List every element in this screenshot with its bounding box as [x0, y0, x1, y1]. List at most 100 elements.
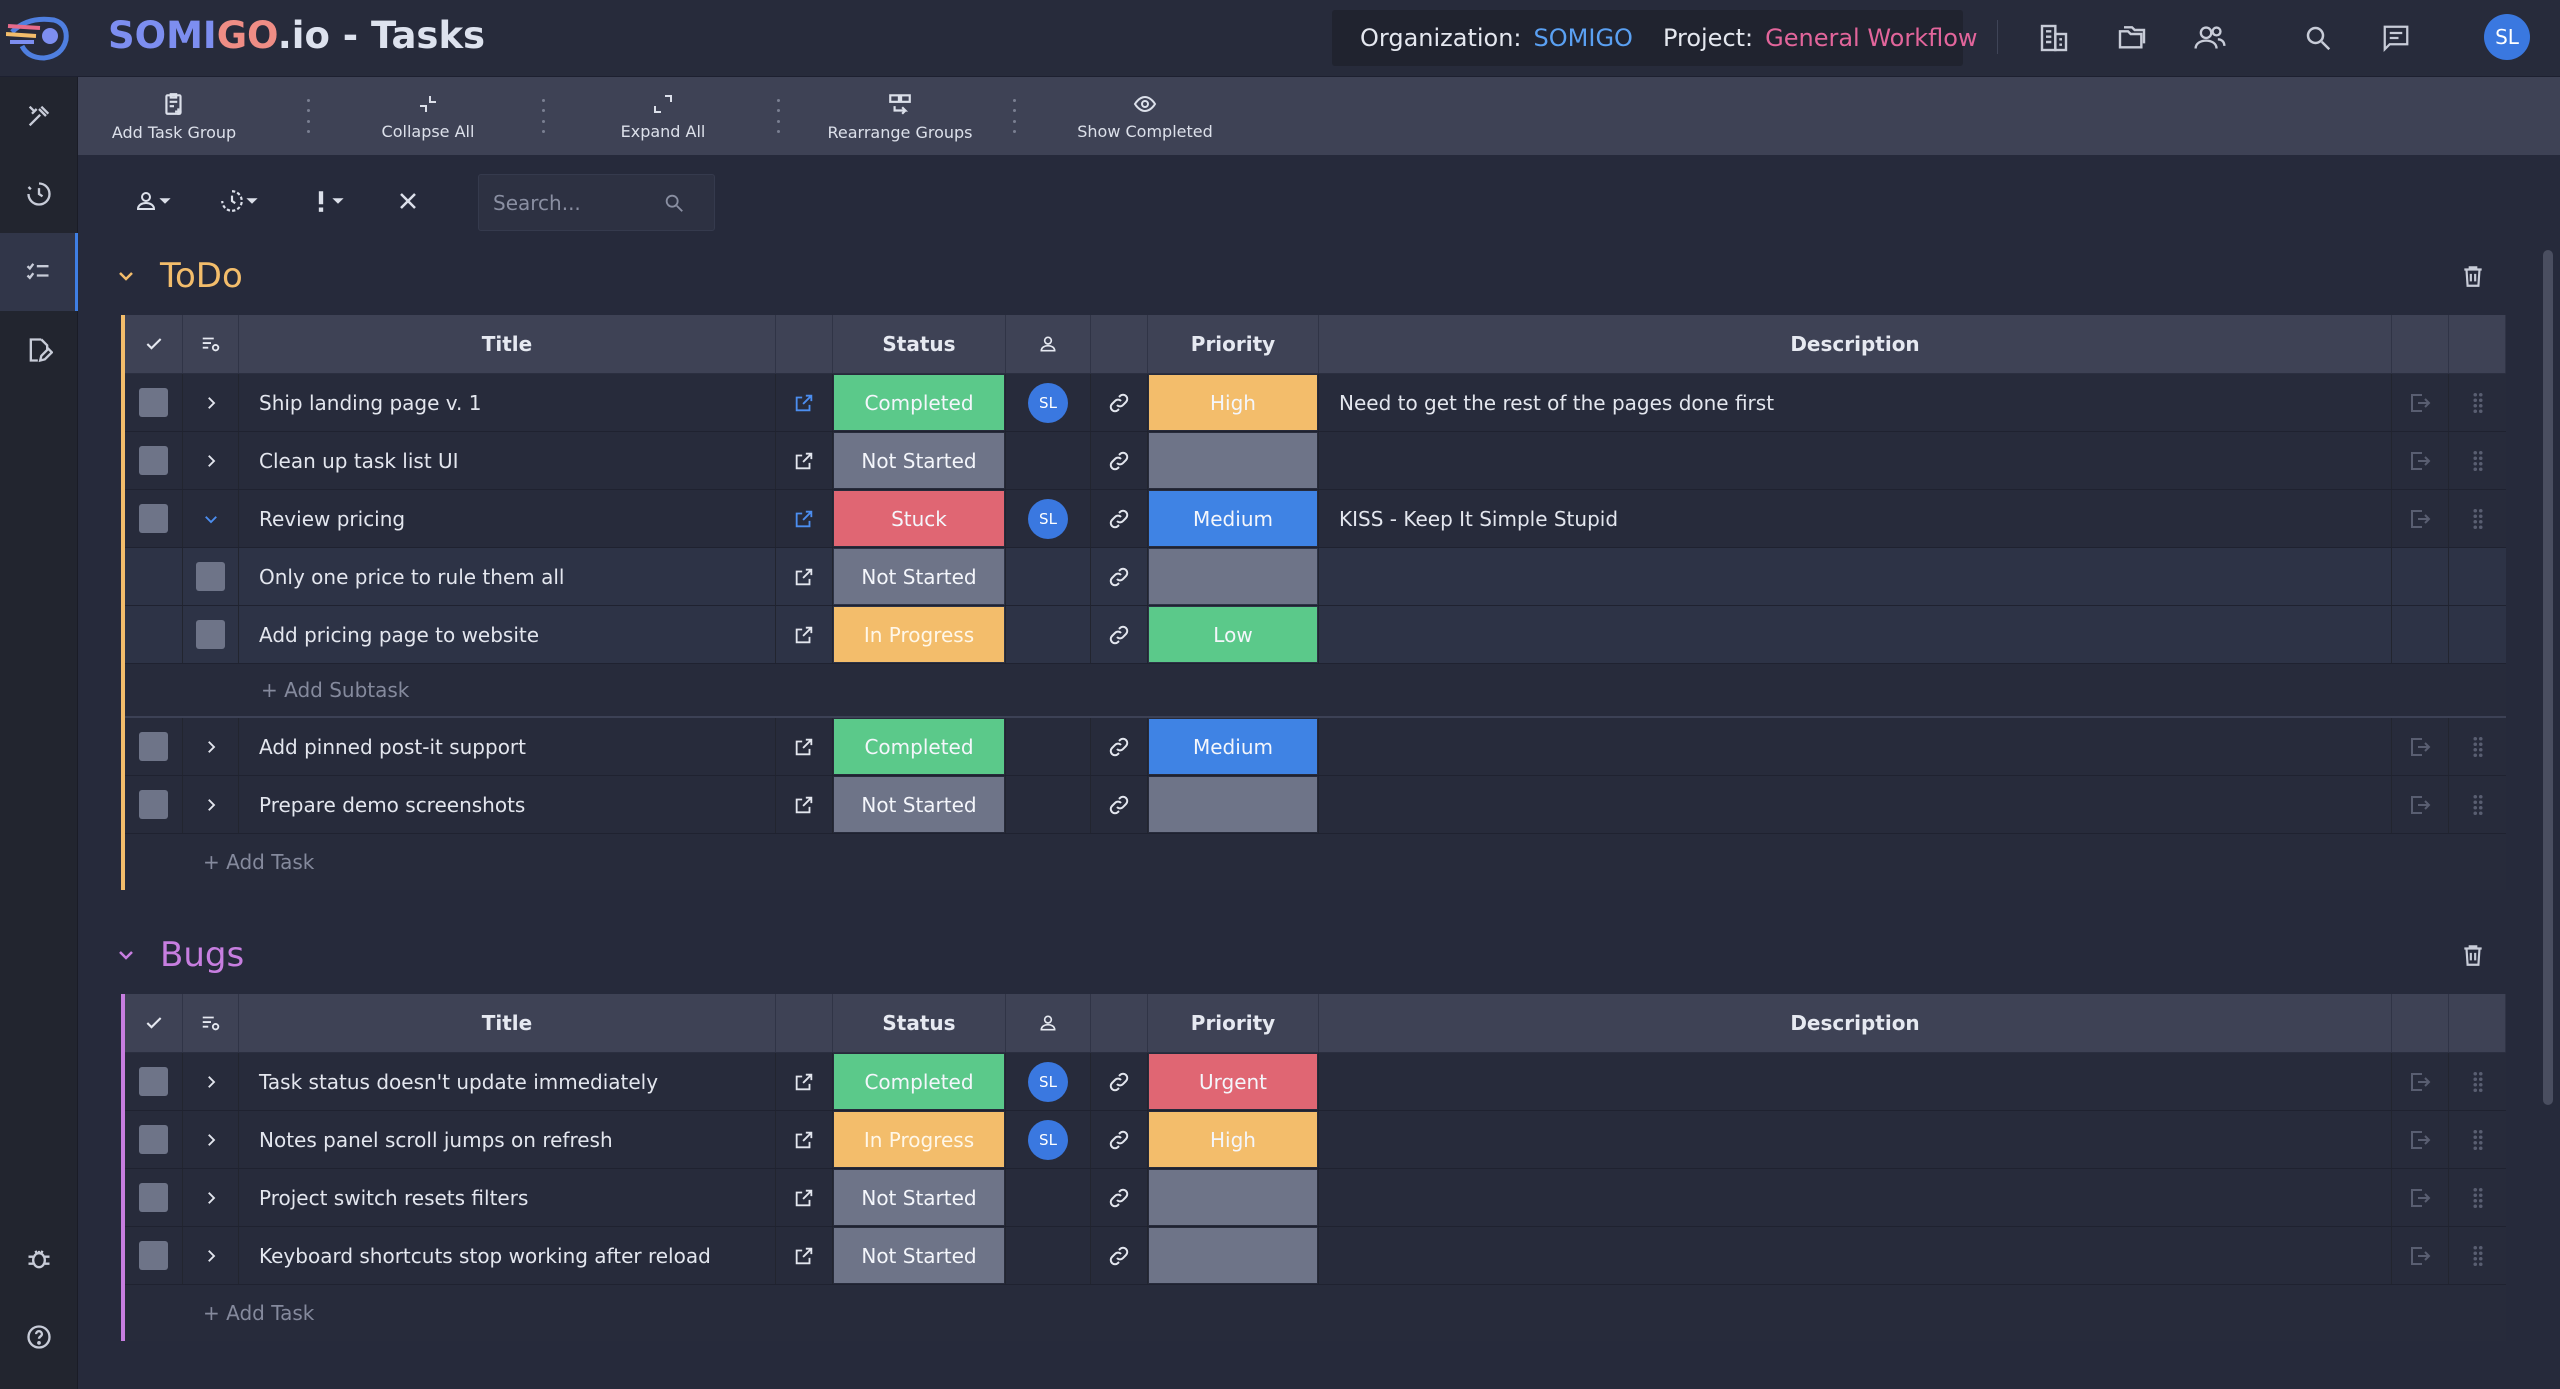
move-task-button[interactable]	[2392, 548, 2449, 605]
chevron-down-icon[interactable]	[114, 264, 138, 288]
subtask-checkbox-cell[interactable]	[183, 606, 239, 663]
task-title[interactable]: Keyboard shortcuts stop working after re…	[239, 1227, 776, 1284]
sidebar-item-documents[interactable]	[0, 311, 78, 389]
task-title[interactable]: Prepare demo screenshots	[239, 776, 776, 833]
link-button[interactable]	[1091, 776, 1148, 833]
expand-toggle[interactable]	[183, 1169, 239, 1226]
status-badge[interactable]: Completed	[834, 719, 1004, 774]
open-task-button[interactable]	[776, 548, 833, 605]
expand-toggle[interactable]	[183, 374, 239, 431]
subtask-checkbox-cell[interactable]	[183, 548, 239, 605]
row-checkbox[interactable]	[139, 388, 168, 417]
open-task-button[interactable]	[776, 1227, 833, 1284]
priority-badge[interactable]: Medium	[1149, 719, 1317, 774]
add-task-button[interactable]: + Add Task	[203, 850, 315, 874]
drag-handle[interactable]	[2449, 1111, 2506, 1168]
drag-handle[interactable]	[2449, 1227, 2506, 1284]
move-task-button[interactable]	[2392, 374, 2449, 431]
move-task-button[interactable]	[2392, 776, 2449, 833]
task-title[interactable]: Notes panel scroll jumps on refresh	[239, 1111, 776, 1168]
org-value[interactable]: SOMIGO	[1533, 24, 1633, 52]
open-task-button[interactable]	[776, 776, 833, 833]
assignee-cell[interactable]: SL	[1006, 1111, 1091, 1168]
subtask-row[interactable]: Only one price to rule them all Not Start…	[125, 548, 2506, 606]
task-description[interactable]	[1319, 718, 2392, 775]
task-title[interactable]: Review pricing	[239, 490, 776, 547]
chevron-down-icon[interactable]	[114, 943, 138, 967]
search-icon[interactable]	[2298, 18, 2338, 58]
priority-badge[interactable]	[1149, 1228, 1317, 1283]
priority-badge[interactable]	[1149, 549, 1317, 604]
row-checkbox[interactable]	[139, 1067, 168, 1096]
task-description[interactable]	[1319, 1111, 2392, 1168]
assignee-cell[interactable]	[1006, 1227, 1091, 1284]
task-description[interactable]: Need to get the rest of the pages done f…	[1319, 374, 2392, 431]
link-button[interactable]	[1091, 548, 1148, 605]
assignee-cell[interactable]	[1006, 776, 1091, 833]
link-button[interactable]	[1091, 374, 1148, 431]
link-button[interactable]	[1091, 490, 1148, 547]
table-row[interactable]: Add pinned post-it support Completed Mediu…	[125, 718, 2506, 776]
open-task-button[interactable]	[776, 1169, 833, 1226]
row-checkbox[interactable]	[139, 504, 168, 533]
row-checkbox[interactable]	[139, 790, 168, 819]
expand-toggle[interactable]	[183, 718, 239, 775]
drag-handle[interactable]	[2449, 548, 2506, 605]
drag-handle[interactable]	[2449, 1169, 2506, 1226]
link-button[interactable]	[1091, 606, 1148, 663]
drag-handle[interactable]	[2449, 490, 2506, 547]
assignee-cell[interactable]	[1006, 1169, 1091, 1226]
somigo-logo[interactable]	[6, 6, 72, 66]
status-badge[interactable]: Not Started	[834, 433, 1004, 488]
row-checkbox[interactable]	[139, 732, 168, 761]
priority-badge[interactable]: Urgent	[1149, 1054, 1317, 1109]
task-title[interactable]: Task status doesn't update immediately	[239, 1053, 776, 1110]
status-badge[interactable]: Completed	[834, 375, 1004, 430]
sidebar-item-time[interactable]	[0, 155, 78, 233]
table-row[interactable]: Project switch resets filters Not Started	[125, 1169, 2506, 1227]
row-checkbox[interactable]	[196, 562, 225, 591]
move-task-button[interactable]	[2392, 1169, 2449, 1226]
task-title[interactable]: Ship landing page v. 1	[239, 374, 776, 431]
open-task-button[interactable]	[776, 432, 833, 489]
delete-group-button[interactable]	[2456, 259, 2490, 293]
row-checkbox[interactable]	[196, 620, 225, 649]
link-button[interactable]	[1091, 432, 1148, 489]
project-value[interactable]: General Workflow	[1765, 24, 1978, 52]
assignee-cell[interactable]: SL	[1006, 490, 1091, 547]
row-checkbox[interactable]	[139, 1183, 168, 1212]
expand-toggle[interactable]	[183, 1053, 239, 1110]
task-title[interactable]: Clean up task list UI	[239, 432, 776, 489]
table-row[interactable]: Keyboard shortcuts stop working after re…	[125, 1227, 2506, 1285]
task-description[interactable]	[1319, 606, 2392, 663]
expand-toggle[interactable]	[183, 1227, 239, 1284]
move-task-button[interactable]	[2392, 432, 2449, 489]
open-task-button[interactable]	[776, 1111, 833, 1168]
table-row[interactable]: Clean up task list UI Not Started	[125, 432, 2506, 490]
table-row[interactable]: Prepare demo screenshots Not Started	[125, 776, 2506, 834]
move-task-button[interactable]	[2392, 1227, 2449, 1284]
expand-toggle[interactable]	[183, 432, 239, 489]
status-badge[interactable]: Not Started	[834, 777, 1004, 832]
team-icon[interactable]	[2190, 18, 2230, 58]
task-description[interactable]	[1319, 776, 2392, 833]
task-title[interactable]: Add pricing page to website	[239, 606, 776, 663]
row-checkbox[interactable]	[139, 446, 168, 475]
table-row[interactable]: Notes panel scroll jumps on refresh In Pr…	[125, 1111, 2506, 1169]
move-task-button[interactable]	[2392, 1111, 2449, 1168]
task-description[interactable]	[1319, 548, 2392, 605]
task-title[interactable]: Project switch resets filters	[239, 1169, 776, 1226]
priority-badge[interactable]: High	[1149, 375, 1317, 430]
task-description[interactable]: KISS - Keep It Simple Stupid	[1319, 490, 2392, 547]
status-badge[interactable]: Completed	[834, 1054, 1004, 1109]
priority-badge[interactable]: Low	[1149, 607, 1317, 662]
drag-handle[interactable]	[2449, 718, 2506, 775]
group-title[interactable]: ToDo	[160, 256, 243, 296]
priority-badge[interactable]: High	[1149, 1112, 1317, 1167]
move-task-button[interactable]	[2392, 718, 2449, 775]
open-task-button[interactable]	[776, 1053, 833, 1110]
table-row[interactable]: Review pricing Stuck SL Medium KISS - Keep I…	[125, 490, 2506, 548]
select-all-checkbox[interactable]	[125, 994, 183, 1052]
subtask-row[interactable]: Add pricing page to website In Progress Lo…	[125, 606, 2506, 664]
priority-badge[interactable]	[1149, 433, 1317, 488]
